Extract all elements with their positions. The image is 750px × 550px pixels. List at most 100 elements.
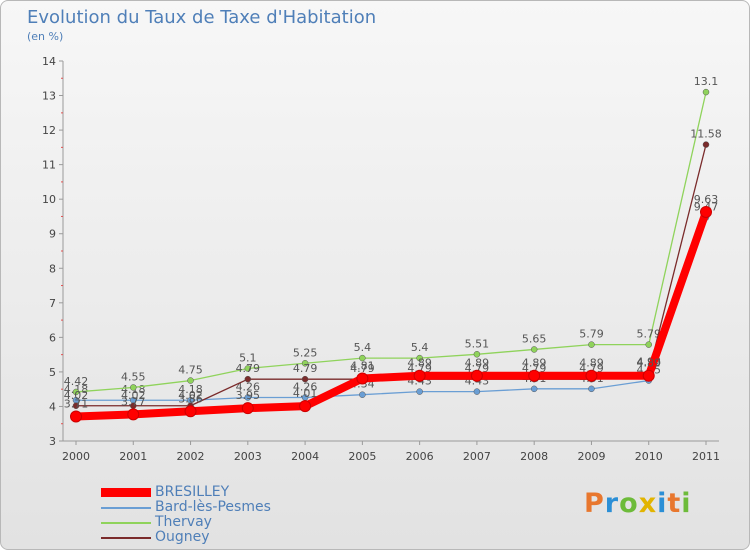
x-tick-label: 2011 <box>692 450 720 463</box>
data-label: 4.81 <box>350 359 375 372</box>
data-point <box>585 369 598 382</box>
y-tick-label: 13 <box>42 90 56 103</box>
data-point <box>702 141 710 148</box>
data-point <box>244 394 252 401</box>
data-label: 5.79 <box>636 328 661 341</box>
data-label: 4.02 <box>178 389 203 402</box>
data-point <box>528 369 541 382</box>
data-point <box>530 385 538 393</box>
logo-letter: i <box>681 488 692 519</box>
logo-letter: t <box>667 488 682 519</box>
data-point <box>127 408 140 421</box>
data-point <box>413 369 426 382</box>
data-point <box>72 402 80 410</box>
data-point <box>244 375 252 383</box>
y-tick-label: 12 <box>42 124 56 137</box>
y-tick-label: 3 <box>49 435 56 448</box>
x-tick-label: 2006 <box>406 450 434 463</box>
series-line-0 <box>72 207 710 421</box>
data-point <box>356 372 369 385</box>
chart-title: Evolution du Taux de Taxe d'Habitation <box>27 7 377 28</box>
data-point <box>700 205 712 218</box>
y-tick-label: 14 <box>42 55 56 68</box>
data-label: 4.89 <box>465 357 490 370</box>
data-label: 5.65 <box>522 332 547 345</box>
data-point <box>473 351 481 358</box>
data-label: 5.4 <box>411 341 429 354</box>
series-line-3 <box>75 143 707 407</box>
x-tick-label: 2005 <box>348 450 376 463</box>
y-tick-label: 6 <box>49 331 56 344</box>
x-tick-label: 2000 <box>62 450 90 463</box>
logo-letter: P <box>584 488 605 519</box>
x-tick-label: 2003 <box>234 450 262 463</box>
data-label: 3.95 <box>236 389 261 402</box>
data-label: 4.42 <box>64 375 89 388</box>
legend-swatch <box>101 522 151 524</box>
legend-label: Ougney <box>155 529 210 545</box>
data-point <box>416 388 423 395</box>
data-label: 4.89 <box>579 357 604 370</box>
data-point <box>244 365 252 372</box>
data-label: 4.02 <box>121 389 146 402</box>
data-label: 4.89 <box>636 357 661 370</box>
data-label: 4.79 <box>293 362 318 375</box>
data-label: 5.79 <box>579 328 604 341</box>
chart-subtitle: (en %) <box>27 30 64 43</box>
data-label: 4.79 <box>236 362 261 375</box>
y-tick-label: 8 <box>49 262 56 275</box>
data-label: 5.1 <box>239 351 257 364</box>
data-point <box>588 385 595 393</box>
data-point <box>645 341 652 348</box>
logo-letter: x <box>638 488 658 519</box>
data-label: 5.4 <box>354 341 372 354</box>
data-point <box>530 346 538 353</box>
x-tick-label: 2007 <box>463 450 491 463</box>
data-point <box>416 354 423 362</box>
proxiti-logo: Proxiti <box>584 488 692 519</box>
y-tick-label: 10 <box>42 193 56 206</box>
legend-swatch <box>101 507 151 509</box>
data-label: 5.51 <box>465 337 490 350</box>
data-point <box>241 402 254 415</box>
data-point <box>359 391 366 398</box>
y-tick-label: 5 <box>49 366 56 379</box>
data-point <box>473 388 481 395</box>
data-point <box>130 384 137 391</box>
y-tick-label: 4 <box>49 400 56 413</box>
data-label: 4.01 <box>293 387 318 400</box>
x-tick-label: 2001 <box>119 450 147 463</box>
data-label: 3.86 <box>178 392 203 405</box>
legend-label: Thervay <box>155 514 212 530</box>
data-point <box>301 360 309 367</box>
data-label: 5.25 <box>293 346 318 359</box>
x-tick-label: 2010 <box>635 450 663 463</box>
legend-swatch <box>101 537 151 539</box>
logo-letter: r <box>604 488 620 519</box>
data-point <box>299 400 312 413</box>
data-point <box>642 369 655 382</box>
data-point <box>187 377 194 384</box>
data-label: 4.26 <box>236 380 261 393</box>
series-line-2 <box>75 91 707 393</box>
data-label: 4.26 <box>293 380 318 393</box>
series-line-1 <box>75 216 707 401</box>
legend-label: BRESILLEY <box>155 484 230 500</box>
data-point <box>72 388 80 396</box>
y-tick-label: 9 <box>49 228 56 241</box>
x-tick-label: 2008 <box>520 450 548 463</box>
logo-letter: i <box>657 488 668 519</box>
y-tick-label: 7 <box>49 297 56 310</box>
data-point <box>470 369 483 382</box>
x-tick-label: 2009 <box>577 450 605 463</box>
legend-label: Bard-lès-Pesmes <box>155 499 271 515</box>
logo-letter: o <box>619 488 639 519</box>
data-point <box>301 375 309 383</box>
data-point <box>184 405 197 418</box>
data-point <box>588 341 595 348</box>
x-tick-label: 2004 <box>291 450 319 463</box>
data-label: 4.02 <box>64 389 89 402</box>
data-label: 4.75 <box>178 364 203 377</box>
